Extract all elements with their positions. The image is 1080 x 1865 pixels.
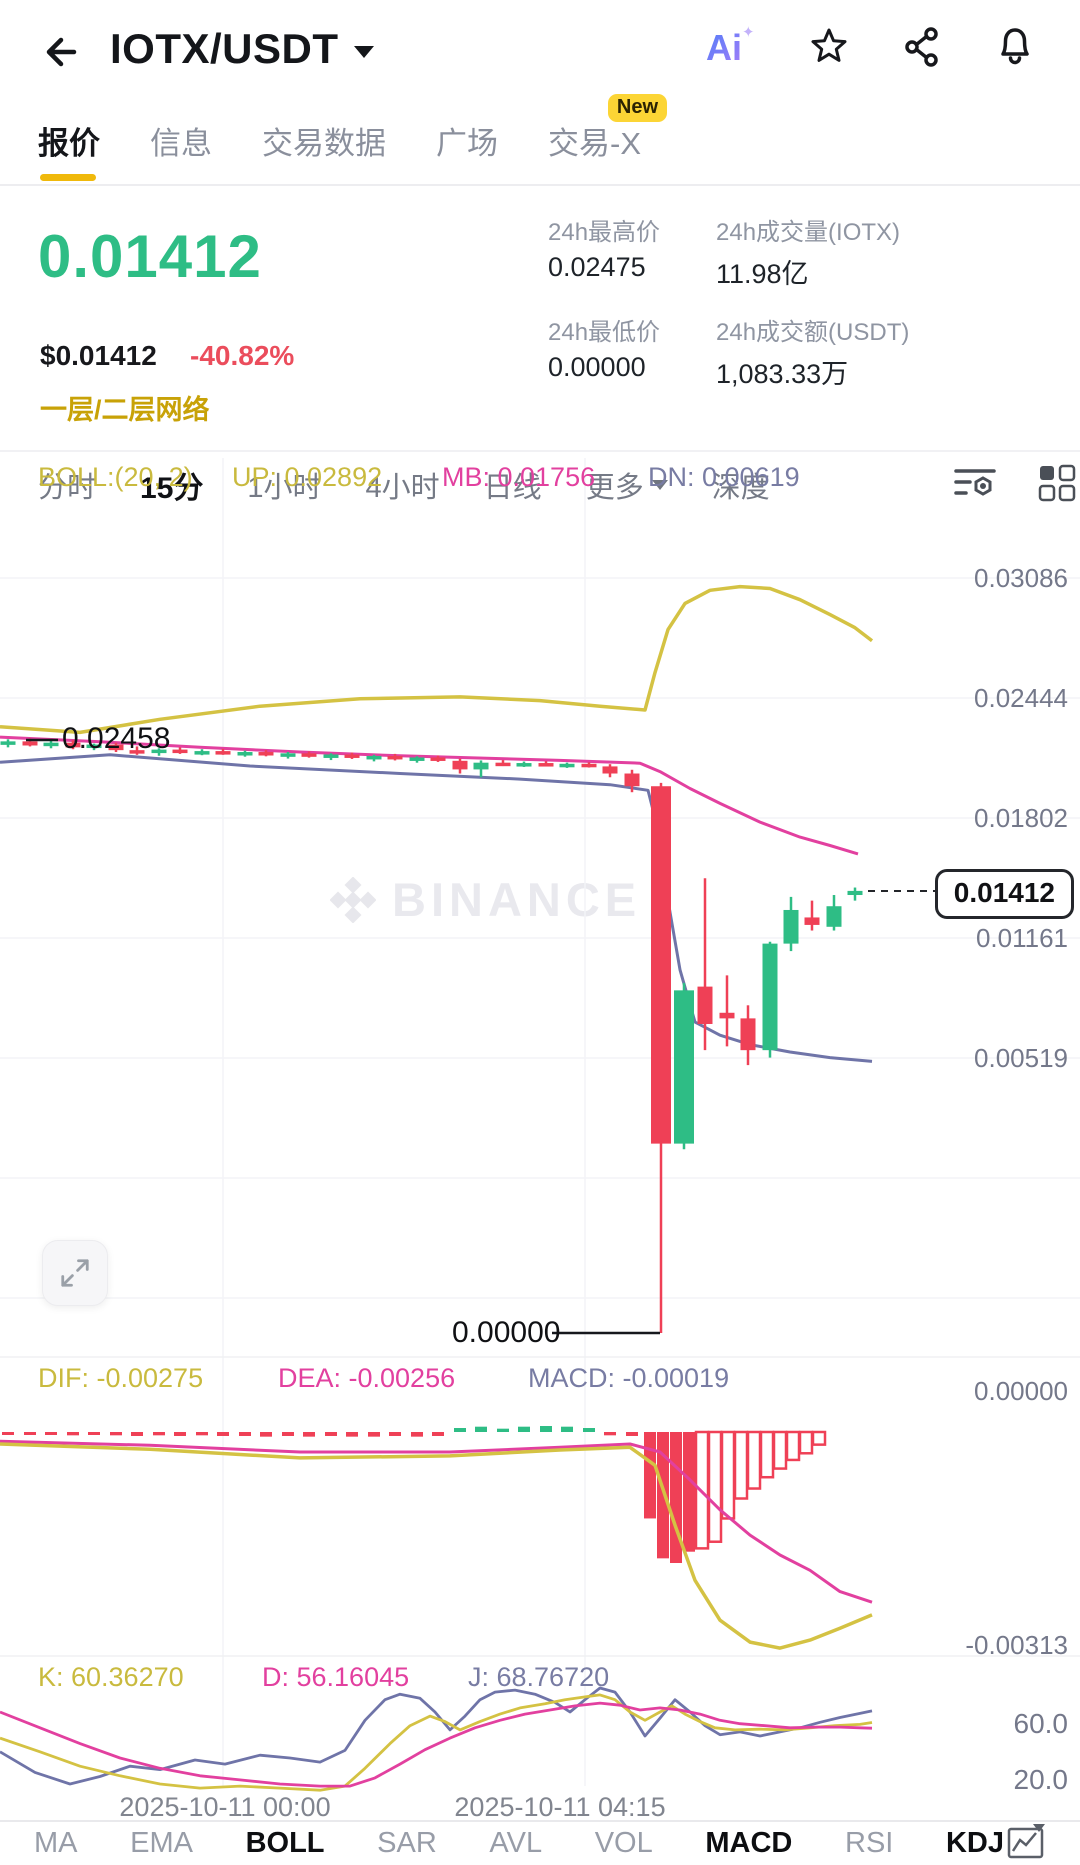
more-dropdown-icon: [651, 479, 668, 490]
toolbar-macd[interactable]: MACD: [705, 1826, 793, 1859]
x-axis-date-2: 2025-10-11 04:15: [454, 1792, 666, 1822]
indicator-settings-icon[interactable]: [954, 463, 996, 508]
tab-trade-data[interactable]: 交易数据: [262, 125, 386, 161]
stat-high-label: 24h最高价: [548, 219, 661, 246]
active-tab-underline: [40, 173, 96, 181]
layout-grid-icon[interactable]: [1038, 464, 1076, 507]
x-axis-date-1: 2025-10-11 00:00: [119, 1792, 331, 1822]
pair-title[interactable]: IOTX/USDT: [110, 25, 339, 72]
stat-high-value: 0.02475: [548, 252, 646, 282]
interval-1h[interactable]: 1小时: [247, 472, 322, 504]
y-axis-tick: 0.00519: [974, 1043, 1068, 1073]
back-icon[interactable]: [38, 28, 86, 81]
boll-legend-name: BOLL:(20, 2): [38, 462, 193, 492]
kdj-legend-d: D: 56.16045: [262, 1662, 410, 1692]
kdj-legend-j: J: 68.76720: [468, 1662, 610, 1692]
boll-legend-mb: MB: 0.01756: [442, 462, 596, 492]
stat-low-label: 24h最低价: [548, 319, 661, 346]
tab-quote[interactable]: 报价: [38, 118, 100, 181]
ai-icon[interactable]: Ai ✦: [704, 24, 756, 75]
interval-4h[interactable]: 4小时: [365, 472, 440, 504]
depth-tab[interactable]: 深度: [711, 472, 770, 504]
toolbar-ema[interactable]: EMA: [130, 1826, 193, 1859]
new-badge: New: [607, 93, 667, 122]
interval-1d[interactable]: 日线: [483, 472, 542, 504]
macd-axis-bottom: -0.00313: [965, 1630, 1068, 1660]
boll-legend-up: UP: 0.02892: [232, 462, 383, 492]
toolbar-sar[interactable]: SAR: [377, 1826, 437, 1859]
y-axis-tick: 0.02444: [974, 683, 1068, 713]
y-axis-tick: 0.03086: [974, 563, 1068, 593]
bell-icon[interactable]: [994, 25, 1036, 74]
interval-minutes[interactable]: 分时: [38, 472, 97, 504]
toolbar-vol[interactable]: VOL: [594, 1826, 653, 1859]
stat-turnover-value: 1,083.33万: [716, 359, 849, 389]
tabs-divider: [0, 184, 1080, 186]
macd-legend-dif: DIF: -0.00275: [38, 1363, 204, 1393]
tab-trade-x[interactable]: 交易-X New: [548, 93, 667, 163]
toolbar-divider: [0, 1820, 1080, 1822]
boll-legend-dn: DN: 0.00619: [648, 462, 800, 492]
y-axis-tick: 0.01802: [974, 803, 1068, 833]
fullscreen-button[interactable]: [42, 1240, 108, 1306]
stat-volume-value: 11.98亿: [716, 259, 809, 289]
svg-text:Ai: Ai: [706, 27, 742, 68]
kdj-axis-60: 60.0: [1013, 1708, 1069, 1739]
last-price-tag: 0.01412: [934, 869, 1074, 919]
y-axis-tick: 0.01161: [975, 923, 1068, 953]
macd-axis-top: 0.00000: [974, 1376, 1068, 1406]
toolbar-avl[interactable]: AVL: [489, 1826, 543, 1859]
svg-text:✦: ✦: [742, 24, 755, 41]
favorite-star-icon[interactable]: [808, 26, 850, 73]
header: IOTX/USDT Ai ✦: [0, 0, 1080, 98]
interval-more[interactable]: 更多: [586, 464, 668, 506]
kdj-axis-20: 20.0: [1013, 1764, 1069, 1795]
interval-tabs: 分时 15分 1小时 4小时 日线 更多 深度: [0, 452, 1080, 518]
binance-logo-icon: [330, 876, 376, 923]
toolbar-ma[interactable]: MA: [34, 1826, 78, 1859]
indicator-toolbar: MA EMA BOLL SAR AVL VOL MACD RSI KDJ: [0, 1822, 1080, 1865]
pair-dropdown-icon[interactable]: [353, 45, 375, 64]
tab-info[interactable]: 信息: [150, 125, 212, 161]
network-tag[interactable]: 一层/二层网络: [40, 395, 210, 425]
zero-price-marker: 0.00000: [452, 1316, 561, 1349]
toolbar-rsi[interactable]: RSI: [845, 1826, 894, 1859]
macd-legend-dea: DEA: -0.00256: [278, 1363, 456, 1393]
fiat-price: $0.01412: [40, 340, 157, 371]
toolbar-kdj[interactable]: KDJ: [945, 1826, 1004, 1859]
interval-15m[interactable]: 15分: [140, 472, 204, 505]
page-tabs: 报价 信息 交易数据 广场 交易-X New: [0, 93, 1080, 184]
stat-low-value: 0.00000: [548, 352, 646, 382]
stat-volume-label: 24h成交量(IOTX): [716, 219, 901, 246]
kdj-legend-k: K: 60.36270: [38, 1662, 184, 1692]
stat-turnover-label: 24h成交额(USDT): [716, 319, 910, 346]
price-change-percent: -40.82%: [190, 340, 295, 371]
chart-top-divider: [0, 450, 1080, 452]
macd-legend-macd: MACD: -0.00019: [528, 1363, 730, 1393]
toolbar-boll[interactable]: BOLL: [245, 1826, 325, 1859]
last-price: 0.01412: [38, 223, 262, 290]
binance-watermark: BINANCE: [330, 872, 641, 927]
chart-style-icon[interactable]: [1006, 1822, 1046, 1865]
share-icon[interactable]: [902, 26, 942, 73]
tab-square[interactable]: 广场: [436, 125, 498, 161]
open-price-marker: 0.02458: [62, 722, 171, 755]
expand-icon: [61, 1259, 89, 1287]
